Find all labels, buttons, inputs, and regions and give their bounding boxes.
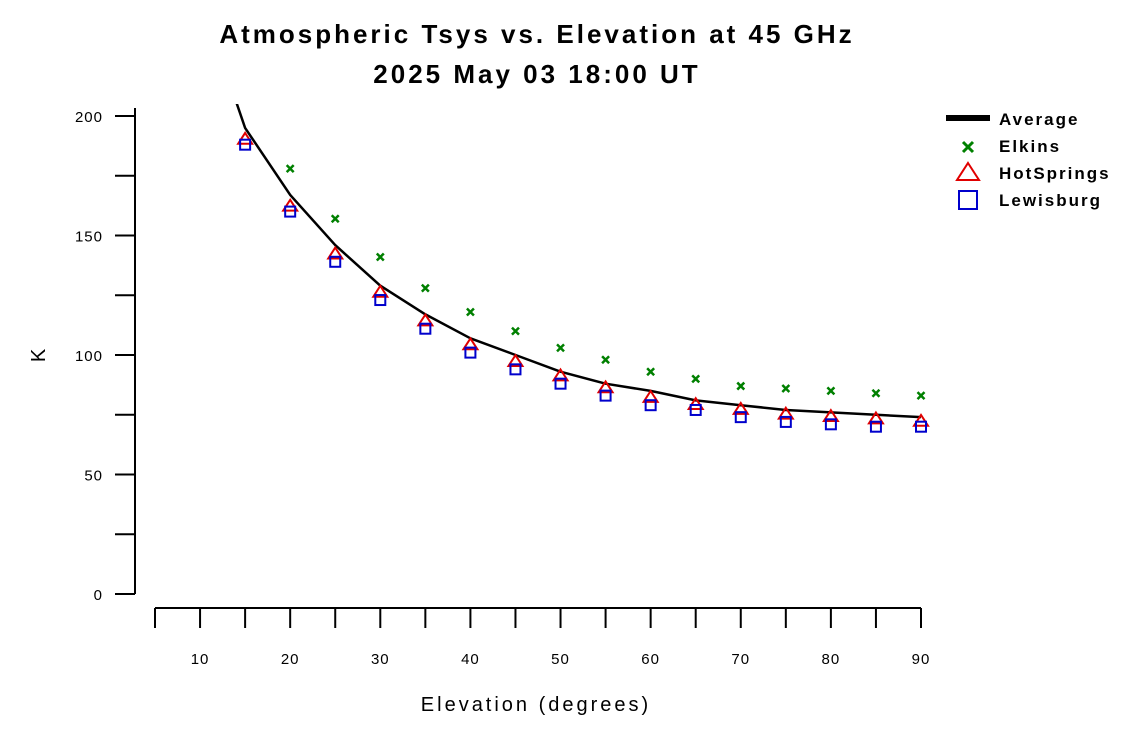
legend: Average Elkins HotSprings Lewisburg xyxy=(946,110,1111,210)
chart-subtitle: 2025 May 03 18:00 UT xyxy=(373,59,700,89)
elkins-point xyxy=(781,384,791,393)
elkins-point xyxy=(420,283,430,293)
y-axis-label: K xyxy=(28,346,50,362)
elkins-point xyxy=(556,343,565,353)
hotsprings-point xyxy=(326,245,345,260)
lewisburg-point xyxy=(644,399,657,412)
lewisburg-point xyxy=(239,138,252,151)
average-line xyxy=(235,104,922,419)
y-tick-label: 200 xyxy=(75,109,103,126)
lewisburg-point xyxy=(284,205,297,218)
legend-swatch-elkins xyxy=(961,140,975,154)
lewisburg-point xyxy=(824,418,837,431)
hotsprings-point xyxy=(822,408,840,422)
hotsprings-point xyxy=(596,379,615,394)
elkins-point xyxy=(601,355,610,365)
legend-label-hotsprings: HotSprings xyxy=(999,164,1111,183)
plot-area xyxy=(235,93,930,433)
elkins-point xyxy=(330,214,340,224)
lewisburg-point xyxy=(464,346,477,359)
lewisburg-point xyxy=(689,403,702,416)
lewisburg-point xyxy=(554,377,567,390)
y-tick-label: 50 xyxy=(84,468,103,485)
hotsprings-point xyxy=(281,197,300,212)
lewisburg-point xyxy=(329,255,342,268)
lewisburg-point xyxy=(915,420,927,433)
series-average xyxy=(235,104,922,419)
lewisburg-point xyxy=(869,420,882,433)
x-tick-label: 50 xyxy=(551,651,570,668)
hotsprings-point xyxy=(371,284,390,298)
lewisburg-point xyxy=(374,294,387,307)
lewisburg-point xyxy=(599,389,612,402)
elkins-point xyxy=(691,374,701,384)
chart-title: Atmospheric Tsys vs. Elevation at 45 GHz xyxy=(219,19,854,49)
x-tick-label: 10 xyxy=(191,651,210,668)
hotsprings-point xyxy=(551,367,570,382)
x-tick-label: 90 xyxy=(912,651,931,668)
hotsprings-point xyxy=(641,389,660,403)
legend-label-average: Average xyxy=(999,110,1079,129)
elkins-point xyxy=(646,367,656,377)
hotsprings-point xyxy=(776,405,795,420)
x-axis-label: Elevation (degrees) xyxy=(421,694,651,716)
hotsprings-point xyxy=(731,401,750,415)
elkins-point xyxy=(871,388,881,398)
y-axis: 0 50 100 150 200 xyxy=(75,108,136,604)
lewisburg-point xyxy=(734,411,747,424)
elkins-point xyxy=(511,326,520,336)
series-hotsprings xyxy=(236,131,930,427)
hotsprings-point xyxy=(461,336,480,351)
hotsprings-point xyxy=(236,131,254,145)
legend-label-lewisburg: Lewisburg xyxy=(999,191,1102,210)
legend-swatch-hotsprings xyxy=(955,161,981,181)
hotsprings-point xyxy=(867,410,885,425)
x-tick-label: 40 xyxy=(461,651,480,668)
elkins-point xyxy=(736,381,746,391)
legend-swatch-lewisburg xyxy=(958,190,978,210)
series-lewisburg xyxy=(239,138,927,433)
lewisburg-point xyxy=(779,415,792,428)
x-tick-label: 70 xyxy=(731,651,750,668)
x-tick-label: 20 xyxy=(281,651,300,668)
elkins-point xyxy=(466,307,475,317)
y-tick-label: 150 xyxy=(75,229,103,246)
elkins-point xyxy=(375,252,385,262)
hotsprings-point xyxy=(506,353,525,368)
elkins-point xyxy=(826,386,836,396)
y-tick-label: 0 xyxy=(94,587,103,604)
x-axis: 10 20 30 40 50 60 70 80 90 xyxy=(154,607,931,668)
legend-label-elkins: Elkins xyxy=(999,137,1061,156)
x-tick-label: 60 xyxy=(641,651,660,668)
hotsprings-point xyxy=(416,312,435,327)
elkins-point xyxy=(242,93,249,100)
hotsprings-point xyxy=(686,396,705,411)
lewisburg-point xyxy=(509,363,522,376)
x-tick-label: 30 xyxy=(371,651,390,668)
hotsprings-point xyxy=(912,413,930,427)
y-tick-label: 100 xyxy=(75,348,103,365)
series-elkins xyxy=(242,93,926,401)
lewisburg-point xyxy=(419,322,432,335)
x-tick-label: 80 xyxy=(822,651,841,668)
elkins-point xyxy=(285,164,295,173)
elkins-point xyxy=(916,391,926,401)
